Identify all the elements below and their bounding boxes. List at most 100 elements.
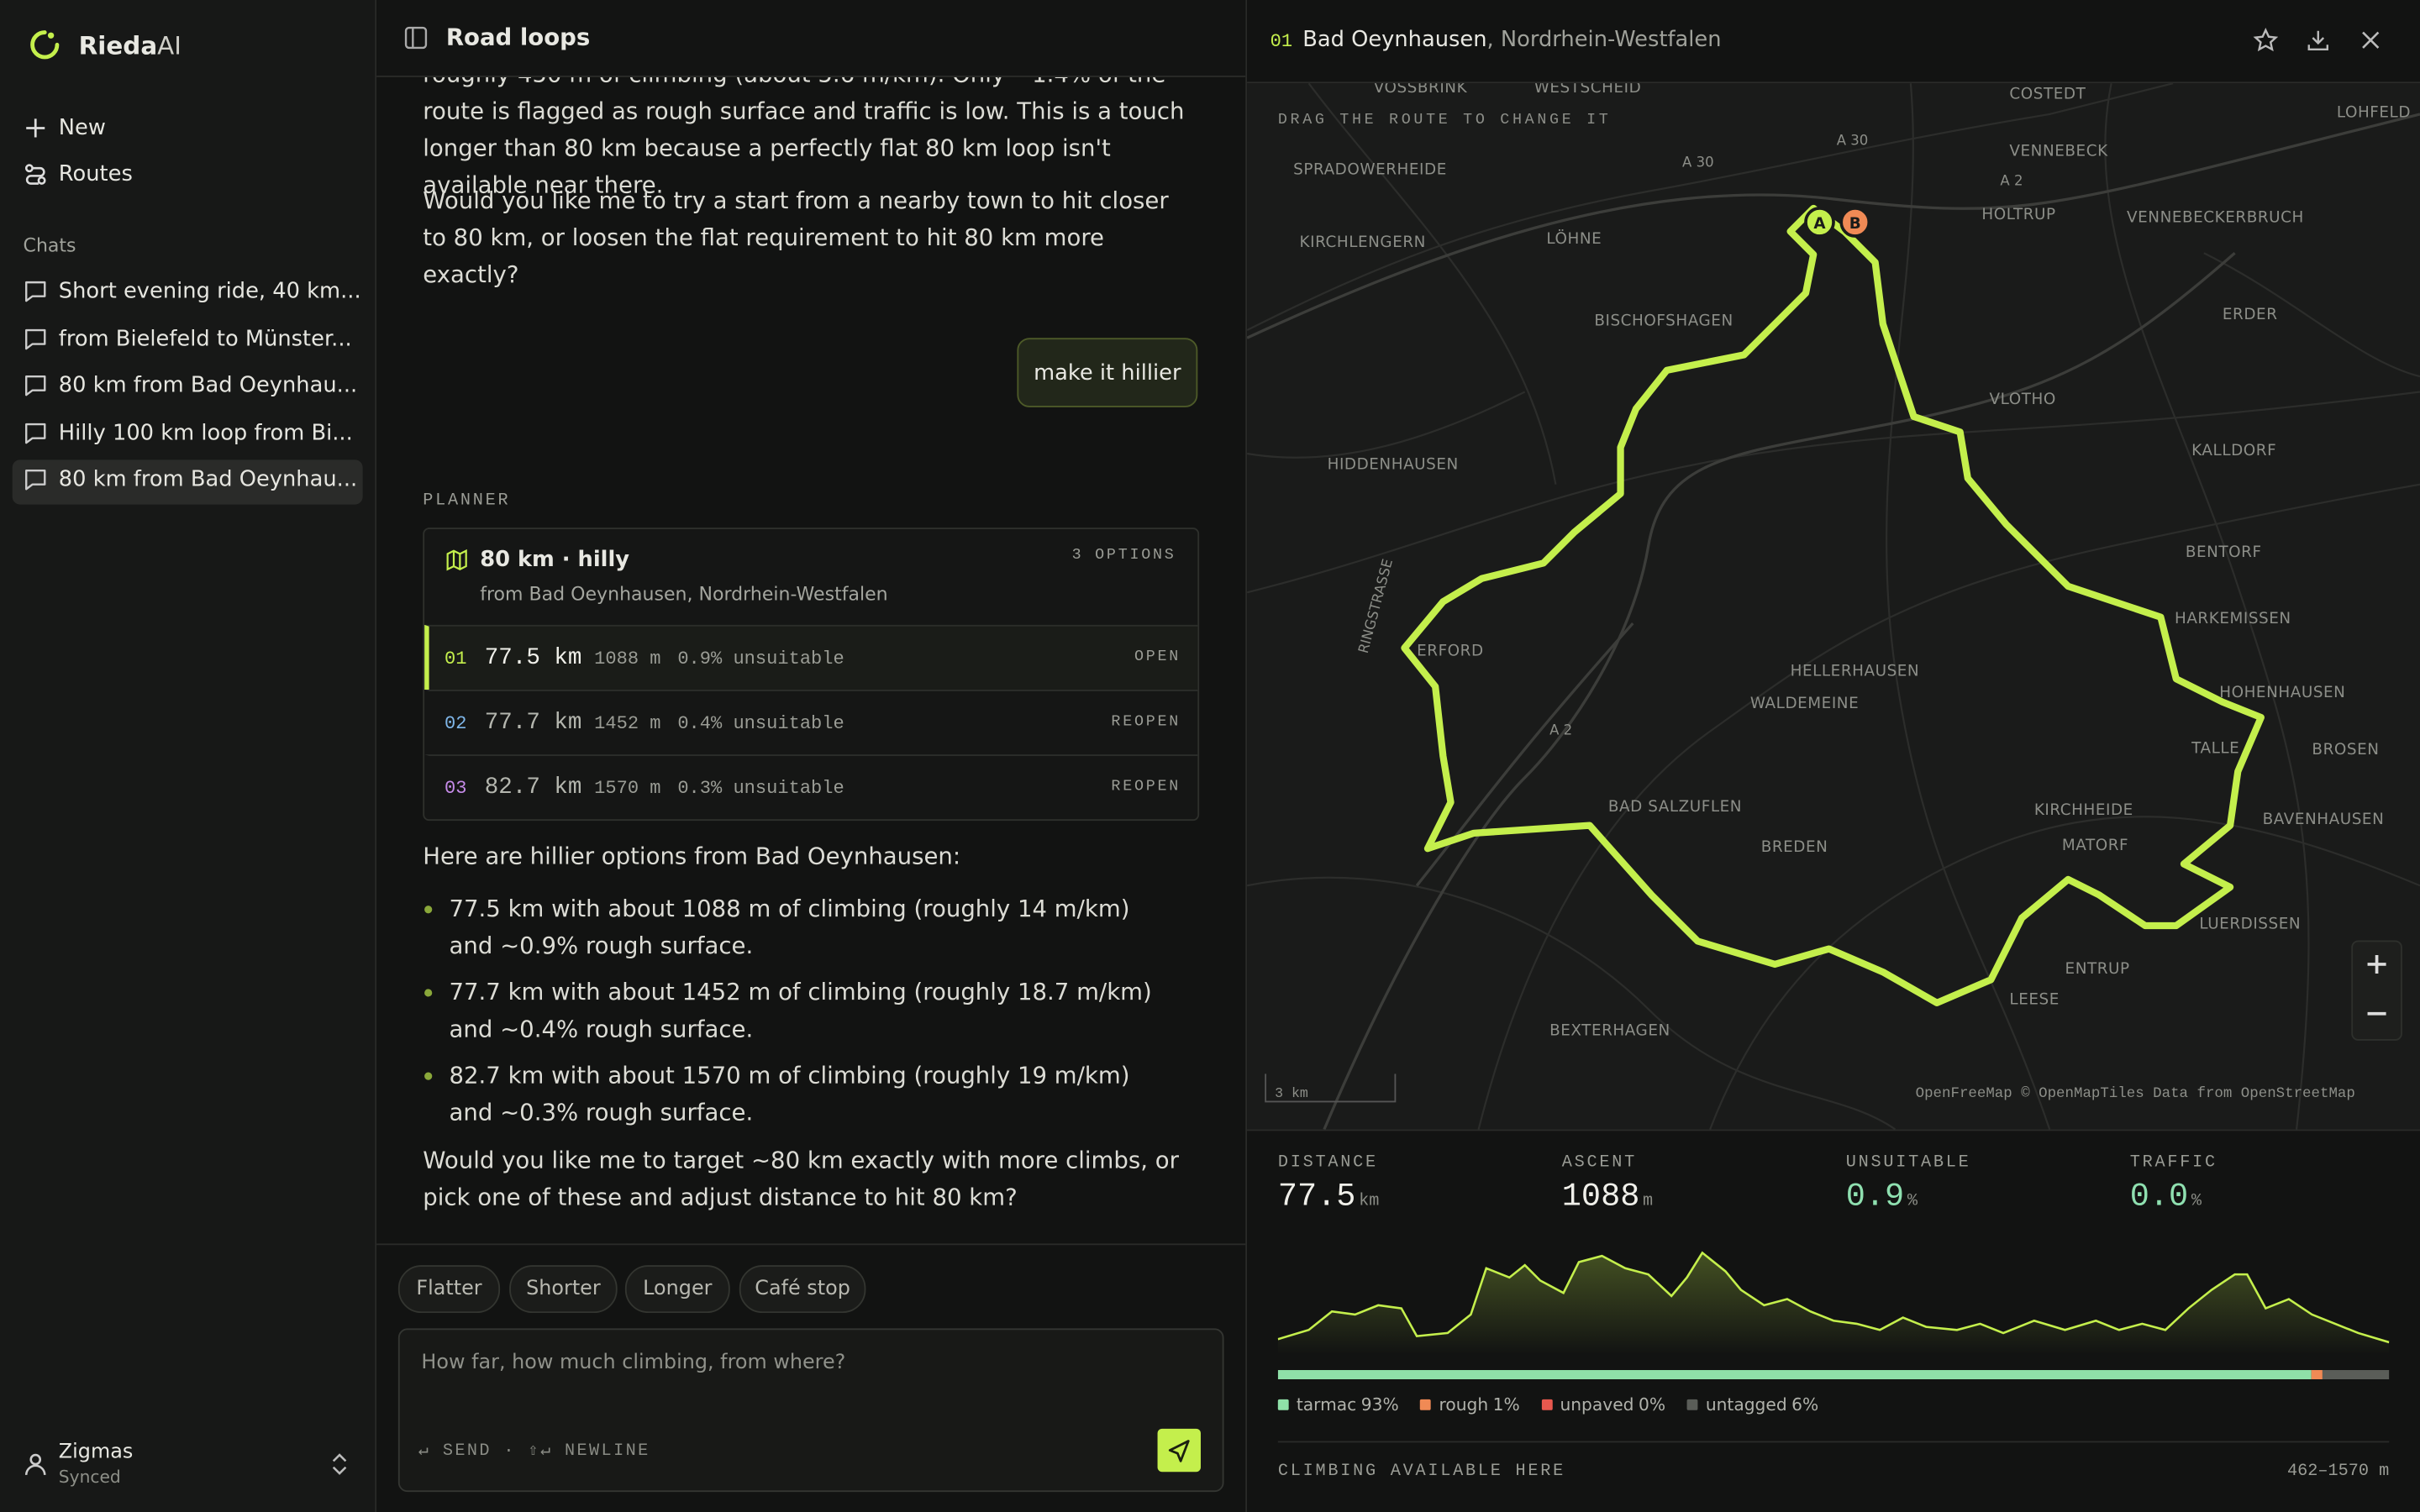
chats-heading: Chats (23, 234, 76, 256)
option-index: 01 (444, 647, 467, 669)
chat-item[interactable]: 80 km from Bad Oeynhau... (24, 467, 358, 492)
brand: RiedaAI (79, 31, 182, 60)
stat-number: 0.0 (2129, 1180, 2189, 1216)
route[interactable] (1401, 204, 2265, 1007)
place-label: ERDER (2223, 306, 2278, 323)
nav-new[interactable]: New (24, 116, 106, 140)
surface-legend: tarmac 93% rough 1% unpaved 0% untagged 6% (1277, 1394, 1818, 1415)
option-row[interactable]: 03 82.7 km 1570 m 0.3% unsuitable REOPEN (424, 754, 1198, 819)
option-action[interactable]: REOPEN (1111, 714, 1181, 732)
bullet-text: 82.7 km with about 1570 m of climbing (r… (449, 1061, 1130, 1126)
region: , Nordrhein-Westfalen (1486, 28, 1722, 53)
toggle-sidebar[interactable] (404, 26, 428, 50)
surface-segment (1277, 1370, 2312, 1380)
stat-number: 0.9 (1845, 1180, 1905, 1216)
planner-card: 80 km · hilly from Bad Oeynhausen, Nordr… (423, 528, 1200, 822)
suggestion-chip[interactable]: Longer (624, 1265, 730, 1314)
legend-name: rough (1439, 1394, 1489, 1415)
chat-title: Hilly 100 km loop from Bi... (58, 421, 353, 446)
divider (376, 1243, 1246, 1246)
option-unsuitable: 0.9% unsuitable (677, 647, 844, 669)
divider (1277, 1441, 2390, 1443)
option-ascent: 1570 m (594, 776, 661, 799)
option-action[interactable]: REOPEN (1111, 779, 1181, 796)
place-label: KIRCHLENGERN (1300, 234, 1426, 251)
zoom-controls[interactable] (2351, 940, 2402, 1041)
legend-swatch (1541, 1399, 1553, 1410)
logo (30, 30, 60, 60)
chat-title: 80 km from Bad Oeynhau... (58, 467, 358, 492)
composer[interactable]: How far, how much climbing, from where? … (397, 1328, 1224, 1493)
place-label: MATORF (2062, 837, 2128, 854)
bullet-text: 77.7 km with about 1452 m of climbing (r… (449, 978, 1152, 1043)
map-header: 01 Bad Oeynhausen, Nordrhein-Westfalen (1247, 0, 2420, 84)
place-label: LÖHNE (1546, 229, 1602, 248)
road-label: A 2 (2000, 172, 2023, 188)
brand-suffix: AI (157, 30, 182, 60)
place-label: HOLTRUP (1981, 206, 2055, 223)
user-message: make it hillier (1017, 338, 1198, 407)
bullet-text: 77.5 km with about 1088 m of climbing (r… (449, 895, 1130, 960)
download-button[interactable] (2306, 28, 2330, 52)
planner-subtitle: from Bad Oeynhausen, Nordrhein-Westfalen (480, 583, 888, 606)
option-distance: 77.7 km (484, 709, 582, 737)
stat-number: 1088 (1561, 1180, 1640, 1216)
place-label: ERFORD (1417, 643, 1484, 660)
close-button[interactable] (2360, 29, 2381, 51)
option-row[interactable]: 02 77.7 km 1452 m 0.4% unsuitable REOPEN (424, 690, 1198, 754)
stat-unit: % (2191, 1192, 2202, 1211)
user-name[interactable]: Zigmas (58, 1441, 134, 1465)
selected-highlight (12, 459, 363, 505)
option-action[interactable]: OPEN (1134, 649, 1181, 667)
map[interactable]: A 30 A 30 A 2 A 2 RINGSTRASSE VOSSBRINK W… (1247, 83, 2420, 1130)
stat-unit: km (1359, 1192, 1380, 1211)
place-label: LEESE (2009, 991, 2059, 1009)
nav-routes[interactable]: Routes (24, 162, 133, 186)
stat-value: 0.9% (1846, 1180, 1918, 1215)
suggestion-chip[interactable]: Flatter (397, 1265, 501, 1314)
suggestion-chip[interactable]: Café stop (739, 1265, 866, 1314)
suggestion-chip[interactable]: Shorter (509, 1265, 618, 1314)
place-label: WESTSCHEID (1534, 83, 1642, 97)
stat-unit: m (1643, 1192, 1654, 1211)
send-button[interactable] (1157, 1428, 1201, 1473)
option-unsuitable: 0.4% unsuitable (677, 711, 844, 734)
start-marker[interactable] (1804, 207, 1835, 238)
chat-item[interactable]: from Bielefeld to Münster... (24, 327, 352, 352)
nav-label: New (58, 115, 106, 141)
user-menu[interactable] (329, 1452, 350, 1476)
place-label: BAD SALZUFLEN (1608, 798, 1742, 816)
divider (1247, 1129, 2420, 1131)
brand-name: Rieda (78, 30, 158, 60)
chat-item[interactable]: Hilly 100 km loop from Bi... (24, 421, 353, 446)
place-label: BAVENHAUSEN (2263, 811, 2385, 828)
chat-item[interactable]: 80 km from Bad Oeynhau... (24, 373, 357, 398)
place-label: ENTRUP (2065, 960, 2130, 978)
legend-value: 93% (1360, 1394, 1399, 1415)
chat-item[interactable]: Short evening ride, 40 km... (24, 279, 361, 304)
road-label: A 30 (1837, 133, 1869, 149)
bullet-dot (424, 989, 433, 997)
bullet-dot (424, 1072, 433, 1080)
star-button[interactable] (2253, 28, 2279, 52)
place-label: BISCHOFSHAGEN (1594, 312, 1733, 330)
legend-name: tarmac (1296, 1394, 1357, 1415)
legend-item: rough 1% (1420, 1394, 1520, 1415)
legend-item: unpaved 0% (1541, 1394, 1665, 1415)
legend-item: untagged 6% (1686, 1394, 1818, 1415)
place-label: WALDEMEINE (1750, 695, 1859, 712)
bullet-dot (424, 906, 433, 914)
surface-bar (1277, 1370, 2390, 1380)
stat-number: 77.5 (1277, 1180, 1356, 1216)
place-label: VOSSBRINK (1374, 83, 1468, 97)
option-distance: 77.5 km (484, 644, 582, 671)
end-marker[interactable] (1839, 207, 1871, 238)
sidebar: RiedaAI New Routes Chats Short evening r… (0, 0, 377, 1512)
place-label: COSTEDT (2009, 86, 2086, 103)
legend-swatch (1686, 1399, 1698, 1410)
option-row[interactable]: 01 77.5 km 1088 m 0.9% unsuitable OPEN (424, 624, 1198, 690)
user-status: Synced (58, 1467, 121, 1488)
place-labels: VOSSBRINK WESTSCHEID COSTEDT LOHFELD SPRADOW… (1293, 83, 2410, 1039)
